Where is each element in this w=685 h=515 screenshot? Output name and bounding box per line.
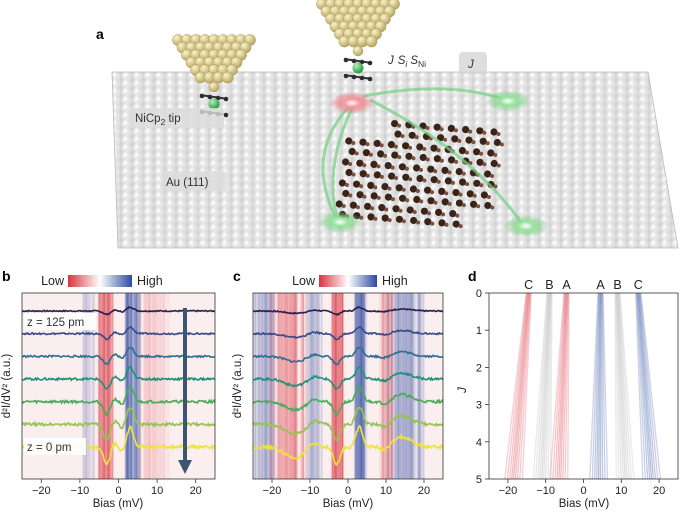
ylabel-b: d²I/dV² (a.u.) bbox=[1, 354, 13, 419]
y-tick-label: 4 bbox=[476, 437, 482, 449]
spectrum-curve bbox=[22, 365, 215, 390]
band-A-3 bbox=[589, 293, 609, 479]
band-A-2 bbox=[549, 293, 570, 479]
band-B-1 bbox=[532, 293, 553, 479]
x-tick-label: 0 bbox=[345, 485, 351, 497]
x-tick-label: 20 bbox=[190, 485, 202, 497]
spin-site-glow-tr bbox=[486, 90, 530, 112]
z-bottom-label: z = 0 pm bbox=[27, 442, 71, 454]
band-top-label: C bbox=[634, 278, 643, 292]
surface-label: Au (111) bbox=[166, 177, 209, 189]
x-tick-label: 10 bbox=[380, 485, 392, 497]
spectrum-curve bbox=[22, 305, 215, 316]
x-tick-label: −20 bbox=[263, 485, 282, 497]
spectrum-curve bbox=[253, 406, 443, 442]
spin-site-glow-red bbox=[330, 92, 374, 114]
band-top-label: B bbox=[545, 278, 553, 292]
coupling-term: J Si SNi bbox=[387, 55, 426, 69]
x-tick-label: 20 bbox=[653, 485, 665, 497]
spectrum-curve bbox=[22, 326, 215, 341]
colorbar-c bbox=[319, 275, 377, 287]
y-tick-label: 2 bbox=[476, 362, 482, 374]
x-tick-label: 20 bbox=[418, 485, 430, 497]
x-tick-label: −10 bbox=[536, 485, 555, 497]
band-C-5 bbox=[635, 293, 661, 479]
panel-a: a NiCp2 tip Au (111) J Si SNi J bbox=[96, 0, 679, 249]
band-B-4 bbox=[614, 293, 635, 479]
xlabel-b: Bias (mV) bbox=[93, 498, 144, 510]
legend-high-c: High bbox=[382, 274, 408, 288]
x-tick-label: 0 bbox=[580, 485, 586, 497]
nicp2-tip-left bbox=[172, 34, 256, 118]
x-tick-label: 10 bbox=[151, 485, 163, 497]
x-tick-label: −20 bbox=[32, 485, 51, 497]
y-tick-label: 1 bbox=[476, 325, 482, 337]
panel-c: c Low High −20 −10 0 10 20 d²I/dV² (a.u.) Bi… bbox=[232, 268, 444, 510]
spectrum-curve bbox=[22, 384, 215, 417]
spectrum-curve bbox=[253, 384, 443, 418]
spectrum-curve bbox=[22, 406, 215, 442]
panel-a-label: a bbox=[96, 26, 104, 42]
x-tick-label: 0 bbox=[115, 485, 121, 497]
y-tick-label: 5 bbox=[476, 474, 482, 486]
xlabel-c: Bias (mV) bbox=[323, 498, 374, 510]
x-tick-label: −10 bbox=[71, 485, 90, 497]
y-tick-label: 3 bbox=[476, 400, 482, 412]
band-C-0 bbox=[504, 293, 532, 479]
legend-low-b: Low bbox=[41, 274, 65, 288]
x-tick-label: 10 bbox=[615, 485, 627, 497]
x-tick-label: −10 bbox=[301, 485, 320, 497]
legend-low-c: Low bbox=[292, 274, 316, 288]
z-top-label: z = 125 pm bbox=[27, 317, 84, 329]
curves-c bbox=[253, 305, 443, 467]
ylabel-d: J bbox=[457, 387, 469, 394]
band-top-label: B bbox=[613, 278, 621, 292]
spectrum-curve bbox=[253, 365, 443, 390]
xlabel-d: Bias (mV) bbox=[559, 498, 610, 510]
z-arrow-head bbox=[178, 460, 192, 474]
tip-label: NiCp2 tip bbox=[135, 113, 181, 127]
panel-b-label: b bbox=[2, 268, 11, 284]
band-top-label: C bbox=[524, 278, 533, 292]
spin-site-glow-bl bbox=[318, 211, 362, 233]
band-top-label: A bbox=[562, 278, 571, 292]
spin-site-glow-br bbox=[504, 215, 548, 237]
spectrum-curve bbox=[253, 325, 443, 341]
spectrum-curve bbox=[22, 347, 215, 366]
nicp2-tip-right bbox=[316, 0, 400, 82]
y-tick-label: 0 bbox=[476, 288, 482, 300]
spectrum-curve bbox=[253, 305, 443, 316]
x-tick-label: −20 bbox=[499, 485, 518, 497]
legend-high-b: High bbox=[137, 274, 163, 288]
panel-b: b Low High −20 −10 0 10 20 z = 125 pm z = 0 … bbox=[1, 268, 216, 510]
band-top-label: A bbox=[596, 278, 605, 292]
ylabel-c: d²I/dV² (a.u.) bbox=[232, 354, 244, 419]
panel-c-label: c bbox=[233, 268, 241, 284]
spectrum-curve bbox=[253, 346, 443, 366]
j-label: J bbox=[467, 59, 474, 71]
panel-d-label: d bbox=[468, 268, 477, 284]
bands-d bbox=[504, 293, 661, 479]
spectrum-curve bbox=[253, 424, 443, 467]
colorbar-b bbox=[68, 275, 132, 287]
